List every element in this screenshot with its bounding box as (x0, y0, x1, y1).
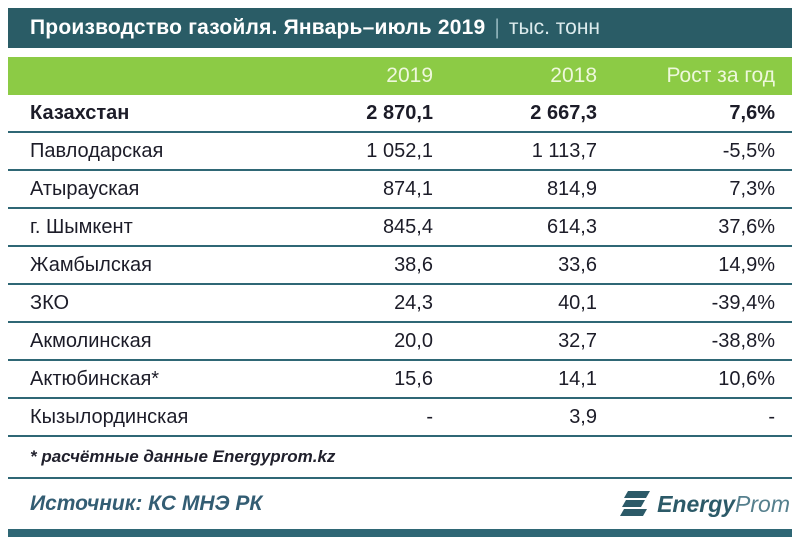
header-2018-column: 2018 (550, 64, 597, 87)
source-row: Источник: КС МНЭ РК EnergyProm (8, 479, 792, 529)
energyprom-stripes-icon (620, 491, 651, 516)
value-2019-cell: 24,3 (394, 291, 433, 314)
value-2018-cell: 40,1 (558, 291, 597, 314)
value-2019-cell: 15,6 (394, 367, 433, 390)
value-2019-cell: - (426, 405, 433, 428)
table-row: Кызылординская - 3,9 - (8, 399, 792, 437)
table-row: Павлодарская 1 052,1 1 113,7 -5,5% (8, 133, 792, 171)
table-row: Жамбылская 38,6 33,6 14,9% (8, 247, 792, 285)
value-2019-cell: 1 052,1 (366, 139, 433, 162)
region-name-cell: Акмолинская (30, 329, 152, 352)
header-2019-column: 2019 (386, 64, 433, 87)
table-row: Атырауская 874,1 814,9 7,3% (8, 171, 792, 209)
value-2019-cell: 20,0 (394, 329, 433, 352)
growth-cell: -5,5% (722, 139, 775, 162)
growth-cell: 7,3% (729, 177, 775, 200)
value-2018-cell: 614,3 (546, 215, 597, 238)
growth-cell: - (768, 405, 775, 428)
region-name-cell: Павлодарская (30, 139, 164, 162)
region-name-cell: Атырауская (30, 177, 140, 200)
region-name-cell: Жамбылская (30, 253, 152, 276)
value-2018-cell: 2 667,3 (530, 101, 597, 124)
table-row: Акмолинская 20,0 32,7 -38,8% (8, 323, 792, 361)
value-2019-cell: 2 870,1 (366, 101, 433, 124)
logo-text-energy: Energy (657, 490, 736, 517)
growth-cell: 37,6% (718, 215, 775, 238)
region-name-cell: ЗКО (30, 291, 70, 314)
growth-cell: 7,6% (729, 101, 775, 124)
table-row: г. Шымкент 845,4 614,3 37,6% (8, 209, 792, 247)
footnote: * расчётные данные Energyprom.kz (8, 437, 792, 479)
source-label: Источник: КС МНЭ РК (30, 492, 263, 515)
growth-cell: -39,4% (711, 291, 775, 314)
title-bar: Производство газойля. Январь–июль 2019 |… (8, 8, 792, 48)
table-body: Казахстан 2 870,1 2 667,3 7,6% Павлодарс… (8, 95, 792, 437)
table-row: Казахстан 2 870,1 2 667,3 7,6% (8, 95, 792, 133)
growth-cell: -38,8% (711, 329, 775, 352)
header-growth-column: Рост за год (666, 64, 775, 87)
region-name-cell: Кызылординская (30, 405, 189, 428)
value-2018-cell: 814,9 (546, 177, 597, 200)
logo-text-prom: Prom (735, 490, 790, 517)
value-2019-cell: 38,6 (394, 253, 433, 276)
table-row: ЗКО 24,3 40,1 -39,4% (8, 285, 792, 323)
growth-cell: 14,9% (718, 253, 775, 276)
value-2018-cell: 1 113,7 (531, 139, 597, 162)
logo-text: EnergyProm (657, 491, 790, 518)
bottom-accent-bar (8, 529, 792, 537)
region-name-cell: г. Шымкент (30, 215, 133, 238)
energyprom-logo: EnergyProm (619, 490, 792, 518)
page-title: Производство газойля. Январь–июль 2019 (30, 16, 486, 39)
table-header-row: 2019 2018 Рост за год (8, 57, 792, 95)
region-name-cell: Актюбинская* (30, 367, 160, 390)
growth-cell: 10,6% (718, 367, 775, 390)
value-2019-cell: 874,1 (382, 177, 433, 200)
value-2018-cell: 14,1 (558, 367, 597, 390)
value-2018-cell: 33,6 (558, 253, 597, 276)
region-name-cell: Казахстан (30, 101, 130, 124)
table-row: Актюбинская* 15,6 14,1 10,6% (8, 361, 792, 399)
title-separator: | (494, 16, 500, 39)
value-2018-cell: 3,9 (569, 405, 597, 428)
value-2018-cell: 32,7 (558, 329, 597, 352)
title-unit: тыс. тонн (508, 16, 601, 39)
value-2019-cell: 845,4 (382, 215, 433, 238)
